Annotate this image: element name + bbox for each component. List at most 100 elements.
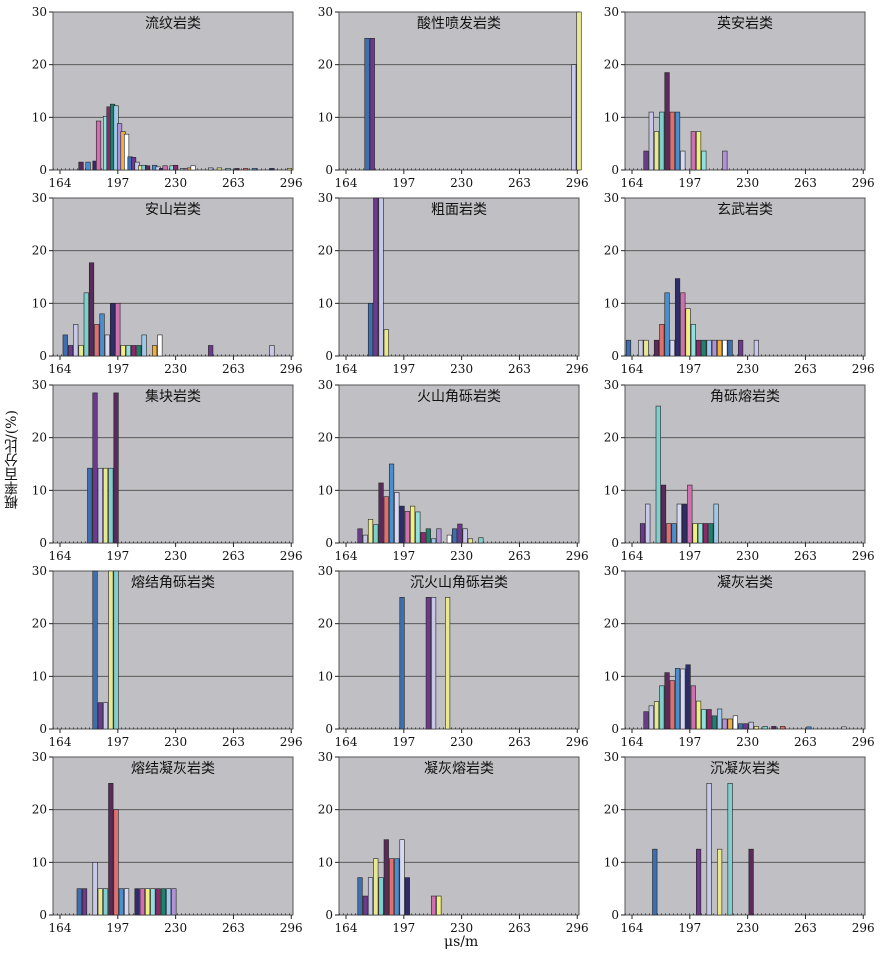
bar [669, 111, 675, 171]
bar [711, 715, 717, 730]
y-tick-label: 30 [32, 564, 47, 578]
y-tick-label: 20 [604, 803, 619, 817]
y-tick-label: 30 [32, 191, 47, 205]
bar [695, 131, 702, 171]
x-tick-label: 230 [736, 921, 759, 935]
chart-panel-14: 0 10 20 30 164 197 230 263 296 凝灰熔岩类 [318, 750, 589, 935]
bar [722, 339, 728, 357]
y-tick-label: 10 [318, 296, 333, 310]
y-tick-label: 10 [318, 669, 333, 683]
bar [373, 858, 379, 916]
bar [703, 523, 709, 544]
chart-title: 集块岩类 [145, 388, 201, 405]
y-tick-label: 0 [325, 536, 333, 550]
bar [571, 64, 577, 171]
bar [120, 345, 126, 357]
bar [78, 161, 84, 171]
bar [113, 570, 119, 730]
bar [104, 334, 110, 357]
bar [645, 503, 651, 544]
y-tick-label: 30 [604, 378, 619, 392]
bar [762, 726, 768, 730]
bar [388, 858, 395, 916]
bar [399, 597, 405, 730]
bar [94, 324, 100, 357]
chart-panel-15: 0 10 20 30 164 197 230 263 296 沉凝灰岩类 [604, 750, 875, 935]
x-tick-label: 296 [566, 176, 589, 190]
bar [722, 150, 728, 171]
bar [674, 668, 681, 730]
y-tick-label: 10 [604, 669, 619, 683]
x-tick-label: 296 [852, 176, 875, 190]
chart-panel-9: 0 10 20 30 164 197 230 263 296 角砾熔岩类 [604, 378, 875, 563]
bar [706, 339, 712, 357]
y-tick-label: 0 [611, 349, 619, 363]
y-tick-label: 30 [318, 564, 333, 578]
bar [431, 895, 437, 916]
chart-title: 火山角砾岩类 [417, 389, 501, 405]
bar [681, 503, 688, 544]
x-tick-label: 164 [335, 362, 358, 376]
bar [92, 570, 98, 730]
y-tick-label: 10 [604, 855, 619, 869]
x-tick-label: 164 [335, 735, 358, 749]
x-tick-label: 230 [736, 176, 759, 190]
bar [109, 303, 116, 357]
bar [102, 702, 109, 730]
x-tick-label: 263 [794, 921, 817, 935]
x-tick-label: 263 [508, 921, 531, 935]
x-tick-label: 296 [852, 735, 875, 749]
x-tick-label: 197 [106, 362, 129, 376]
x-tick-label: 197 [106, 176, 129, 190]
bar [727, 718, 733, 730]
bar [367, 877, 374, 916]
bar [373, 524, 379, 544]
bar [425, 597, 431, 730]
bar [171, 888, 177, 916]
plot-area [52, 11, 294, 171]
chart-panel-8: 0 10 20 30 164 197 230 263 296 火山角砾岩类 [318, 378, 589, 563]
chart-title: 酸性喷发岩类 [417, 16, 501, 32]
x-tick-label: 164 [335, 921, 358, 935]
x-tick-label: 230 [736, 549, 759, 563]
y-tick-label: 20 [318, 617, 333, 631]
x-tick-label: 230 [736, 362, 759, 376]
bar [286, 168, 293, 171]
x-tick-label: 197 [392, 735, 415, 749]
bar [780, 726, 786, 730]
x-tick-label: 164 [335, 549, 358, 563]
y-tick-label: 0 [39, 722, 47, 736]
y-tick-label: 0 [611, 536, 619, 550]
bar [738, 339, 744, 357]
bar [394, 492, 400, 544]
chart-title: 英安岩类 [717, 15, 773, 32]
y-tick-label: 10 [318, 855, 333, 869]
chart-panel-12: 0 10 20 30 164 197 230 263 296 凝灰岩类 [604, 564, 875, 749]
bar [357, 877, 363, 916]
bar [399, 839, 405, 916]
bar [88, 262, 95, 357]
bar [364, 38, 370, 171]
y-tick-label: 20 [318, 431, 333, 445]
bar [478, 537, 484, 544]
bar [576, 11, 582, 171]
x-tick-label: 197 [678, 362, 701, 376]
bar [113, 809, 119, 916]
y-tick-label: 20 [604, 244, 619, 258]
chart-title: 熔结角砾岩类 [131, 575, 215, 591]
bar [690, 324, 696, 357]
bar [92, 392, 98, 544]
x-tick-label: 230 [450, 921, 473, 935]
x-tick-label: 296 [566, 735, 589, 749]
x-tick-label: 230 [164, 176, 187, 190]
bar [701, 339, 707, 357]
bar [73, 324, 79, 357]
bar [643, 150, 649, 171]
bar [638, 339, 644, 357]
y-tick-label: 20 [32, 58, 47, 72]
chart-title: 沉火山角砾岩类 [410, 575, 508, 591]
x-tick-label: 197 [106, 549, 129, 563]
bar [841, 726, 847, 730]
x-axis-label: μs/m [444, 934, 479, 950]
bar [680, 668, 686, 730]
